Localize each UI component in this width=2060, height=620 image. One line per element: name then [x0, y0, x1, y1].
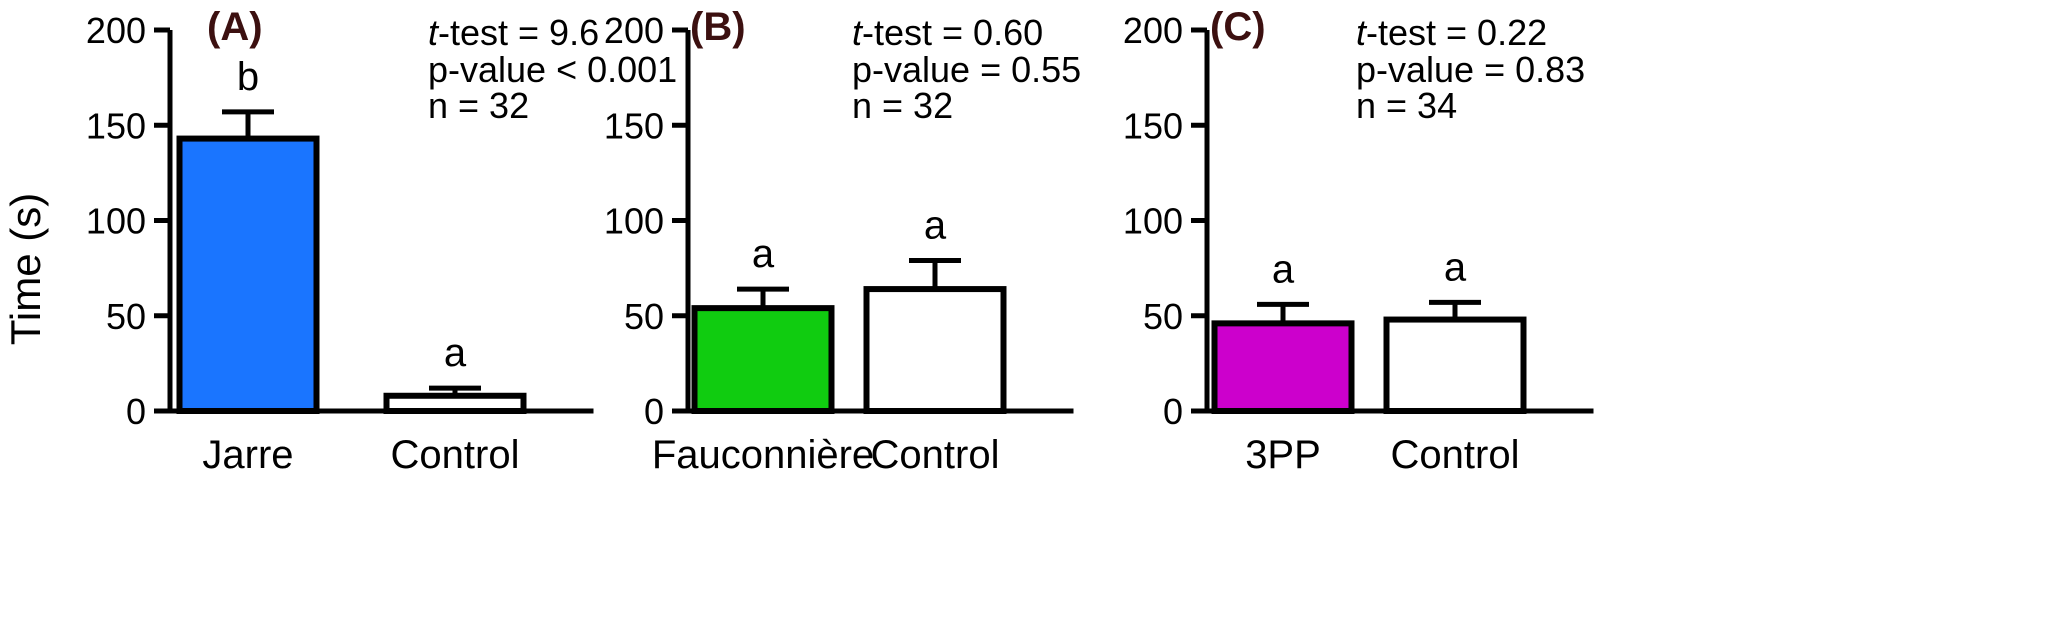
panel-c-bar — [1211, 320, 1355, 414]
panel-c-significance-letter: a — [1272, 247, 1295, 291]
panel-a-stat-pvalue: p-value < 0.001 — [428, 49, 677, 90]
panel-a-category-label: Control — [391, 433, 520, 477]
panel-a-label: (A) — [207, 5, 263, 49]
panel-a-bar — [176, 135, 320, 415]
panel-a-y-tick-label: 0 — [126, 391, 146, 432]
panel-c-stat-pvalue: p-value = 0.83 — [1356, 49, 1585, 90]
panel-c-stat-ttest: t-test = 0.22 — [1356, 12, 1547, 53]
panel-a-y-tick-label: 100 — [86, 201, 146, 242]
panel-a-y-tick-label: 50 — [106, 296, 146, 337]
panel-b-y-tick-label: 50 — [624, 296, 664, 337]
panel-b-bar — [863, 286, 1007, 414]
panel-c-significance-letter: a — [1444, 245, 1467, 289]
panel-c-category-label: Control — [1391, 433, 1520, 477]
panel-b-label: (B) — [690, 5, 746, 49]
panel-a-stat-n: n = 32 — [428, 85, 529, 126]
panel-a-y-tick-label: 200 — [86, 10, 146, 51]
panel-a-bar — [383, 392, 527, 415]
panel-c-y-tick-label: 100 — [1123, 201, 1183, 242]
panel-c-y-tick-label: 50 — [1143, 296, 1183, 337]
panel-a-significance-letter: a — [444, 331, 467, 375]
panel-b-category-label: Fauconnière — [652, 433, 874, 477]
panel-b-stat-ttest: t-test = 0.60 — [852, 12, 1043, 53]
panel-b-stat-pvalue: p-value = 0.55 — [852, 49, 1081, 90]
panel-c-y-tick-label: 150 — [1123, 105, 1183, 146]
panel-c-label: (C) — [1210, 5, 1266, 49]
panel-a-y-tick-label: 150 — [86, 105, 146, 146]
panel-a-significance-letter: b — [237, 55, 259, 99]
panel-a-category-label: Jarre — [202, 433, 293, 477]
panel-c-stat-n: n = 34 — [1356, 85, 1457, 126]
panel-b-significance-letter: a — [752, 232, 775, 276]
panel-b-significance-letter: a — [924, 204, 947, 248]
panel-b-y-tick-label: 100 — [604, 201, 664, 242]
panel-c-category-label: 3PP — [1245, 433, 1321, 477]
panel-b-y-tick-label: 150 — [604, 105, 664, 146]
panel-c-y-tick-label: 0 — [1163, 391, 1183, 432]
panel-a-stat-ttest: t-test = 9.6 — [428, 12, 599, 53]
panel-c-bar — [1383, 316, 1527, 414]
panel-b-y-tick-label: 0 — [644, 391, 664, 432]
y-axis-label: Time (s) — [2, 193, 49, 345]
panel-c-y-tick-label: 200 — [1123, 10, 1183, 51]
panel-b-y-tick-label: 200 — [604, 10, 664, 51]
panel-b-bar — [691, 305, 835, 415]
panel-b-stat-n: n = 32 — [852, 85, 953, 126]
panel-b-category-label: Control — [871, 433, 1000, 477]
